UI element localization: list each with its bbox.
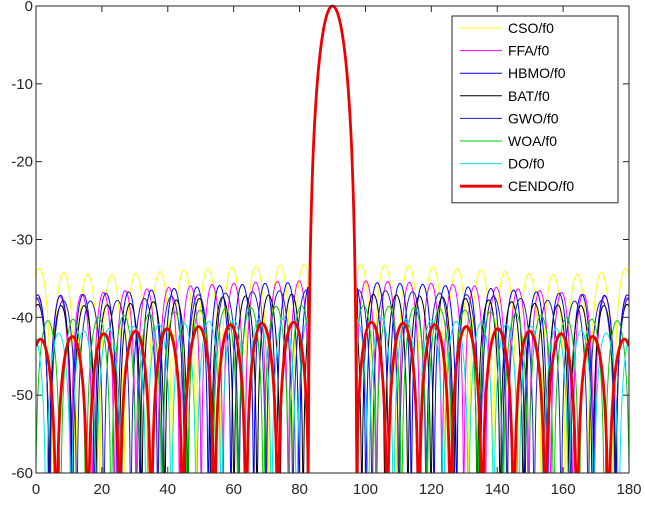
x-tick-label: 180 bbox=[616, 481, 641, 498]
legend-label: DO/f0 bbox=[508, 156, 545, 172]
x-tick-label: 160 bbox=[551, 481, 576, 498]
x-tick-label: 60 bbox=[225, 481, 242, 498]
x-tick-label: 80 bbox=[291, 481, 308, 498]
axis-ticks: 0 20 40 60 80 100 120 140 160 180 0 -10 -20 -30 -40 -50… bbox=[11, 0, 641, 498]
legend-label: WOA/f0 bbox=[508, 133, 557, 149]
y-tick-label: -50 bbox=[11, 387, 33, 404]
x-tick-label: 0 bbox=[32, 481, 40, 498]
legend-label: FFA/f0 bbox=[508, 43, 549, 59]
x-tick-label: 40 bbox=[159, 481, 176, 498]
x-tick-label: 20 bbox=[94, 481, 111, 498]
x-tick-label: 100 bbox=[353, 481, 378, 498]
legend: CSO/f0 FFA/f0 HBMO/f0 BAT/f0 GWO/f0 WOA/f0 DO/… bbox=[451, 15, 619, 204]
y-tick-label: -10 bbox=[11, 76, 33, 93]
y-tick-label: 0 bbox=[25, 0, 33, 15]
legend-label: CSO/f0 bbox=[508, 20, 554, 36]
y-tick-label: -20 bbox=[11, 154, 33, 171]
y-tick-label: -60 bbox=[11, 465, 33, 482]
x-tick-label: 140 bbox=[485, 481, 510, 498]
legend-box bbox=[451, 15, 619, 204]
y-tick-label: -40 bbox=[11, 309, 33, 326]
legend-label: CENDO/f0 bbox=[508, 178, 574, 194]
y-tick-label: -30 bbox=[11, 232, 33, 249]
x-tick-label: 120 bbox=[419, 481, 444, 498]
legend-label: GWO/f0 bbox=[508, 110, 559, 126]
legend-label: HBMO/f0 bbox=[508, 65, 566, 81]
legend-label: BAT/f0 bbox=[508, 88, 550, 104]
